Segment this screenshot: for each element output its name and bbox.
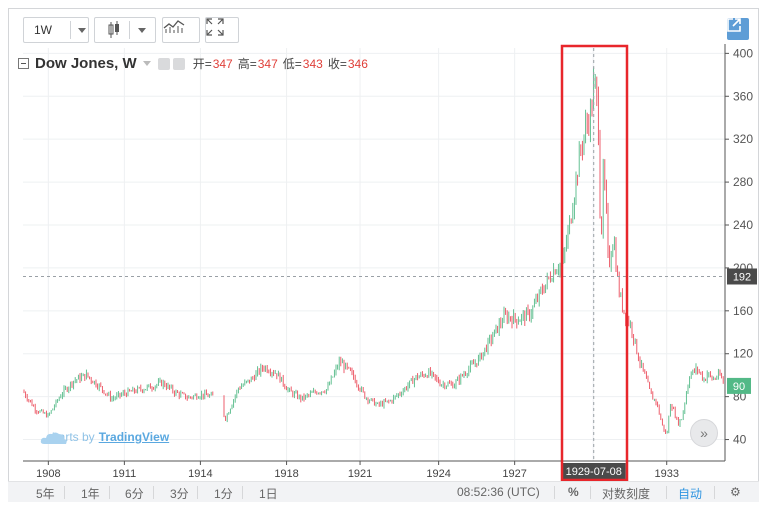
y-tick-label: 360 — [733, 89, 753, 103]
crosshair-date-badge — [561, 463, 626, 479]
close-label: 收= — [327, 57, 347, 71]
high-value: 347 — [257, 56, 278, 71]
x-tick-label: 1918 — [274, 468, 298, 480]
close-value: 346 — [347, 56, 368, 71]
fullscreen-icon — [206, 18, 224, 36]
clock-time: 08:52:36 (UTC) — [457, 485, 540, 499]
y-tick-label: 320 — [733, 132, 753, 146]
open-value: 347 — [212, 56, 233, 71]
range-1d[interactable]: 1日 — [259, 487, 278, 501]
chart-style-dropdown[interactable] — [94, 17, 156, 43]
x-tick-label: 1927 — [502, 468, 526, 480]
y-tick-label: 160 — [733, 304, 753, 318]
crosshair-date-label: 1929-07-08 — [566, 466, 622, 478]
range-5y[interactable]: 5年 — [36, 487, 55, 501]
double-chevron-right-icon: » — [700, 425, 708, 441]
interval-label: 1W — [34, 23, 52, 37]
chevron-down-icon[interactable] — [142, 61, 151, 66]
last-price-badge — [727, 377, 751, 394]
popout-icon — [727, 18, 741, 32]
chevron-down-icon — [78, 28, 86, 33]
interval-dropdown[interactable]: 1W — [23, 17, 89, 43]
popout-button[interactable] — [727, 18, 749, 40]
cloud-logo-icon — [40, 432, 67, 444]
auto-scale-toggle[interactable]: 自动 — [678, 487, 703, 501]
compare-icon — [163, 20, 185, 33]
last-price-label: 90 — [733, 381, 745, 393]
tradingview-watermark[interactable]: charts by TradingView — [40, 430, 169, 444]
range-1y[interactable]: 1年 — [81, 487, 100, 501]
x-tick-label: 1924 — [426, 468, 450, 480]
y-tick-label: 280 — [733, 175, 753, 189]
crosshair-price-label: 192 — [733, 271, 751, 283]
x-tick-label: 1911 — [113, 468, 137, 480]
y-tick-label: 120 — [733, 347, 753, 361]
fullscreen-button[interactable] — [205, 17, 239, 43]
bottom-bar: 5年 1年 6分 3分 1分 1日 08:52:36 (UTC) % 对数刻度 … — [8, 481, 759, 502]
range-3m[interactable]: 3分 — [170, 487, 189, 501]
y-tick-label: 40 — [733, 433, 747, 447]
collapse-icon[interactable] — [18, 58, 29, 69]
symbol-title: Dow Jones, W — [35, 55, 137, 72]
scroll-to-realtime-button[interactable]: » — [690, 419, 718, 447]
visibility-icon[interactable] — [172, 57, 185, 70]
low-value: 343 — [302, 56, 323, 71]
high-label: 高= — [237, 57, 257, 71]
range-6m[interactable]: 6分 — [125, 487, 144, 501]
top-toolbar: 1W — [9, 9, 758, 49]
candles-icon — [108, 21, 119, 38]
low-label: 低= — [282, 57, 302, 71]
x-tick-label: 1933 — [654, 468, 678, 480]
log-scale-toggle[interactable]: 对数刻度 — [602, 487, 651, 501]
x-tick-label: 1921 — [348, 468, 372, 480]
chevron-down-icon — [138, 28, 146, 33]
open-label: 开= — [192, 57, 212, 71]
range-1m[interactable]: 1分 — [214, 487, 233, 501]
percent-toggle[interactable]: % — [568, 485, 579, 499]
watermark-brand[interactable]: TradingView — [98, 430, 170, 444]
settings-icon[interactable] — [157, 57, 170, 70]
chart-legend: Dow Jones, W 开= 347 高= 347 低= 343 收= 346 — [18, 55, 373, 72]
x-tick-label: 1908 — [36, 468, 60, 480]
y-tick-label: 400 — [733, 46, 753, 60]
highlight-box — [560, 44, 629, 482]
compare-button[interactable] — [162, 17, 200, 43]
gear-icon[interactable]: ⚙ — [730, 485, 741, 499]
x-tick-label: 1914 — [188, 468, 212, 480]
crosshair-price-badge — [727, 268, 757, 285]
y-tick-label: 240 — [733, 218, 753, 232]
